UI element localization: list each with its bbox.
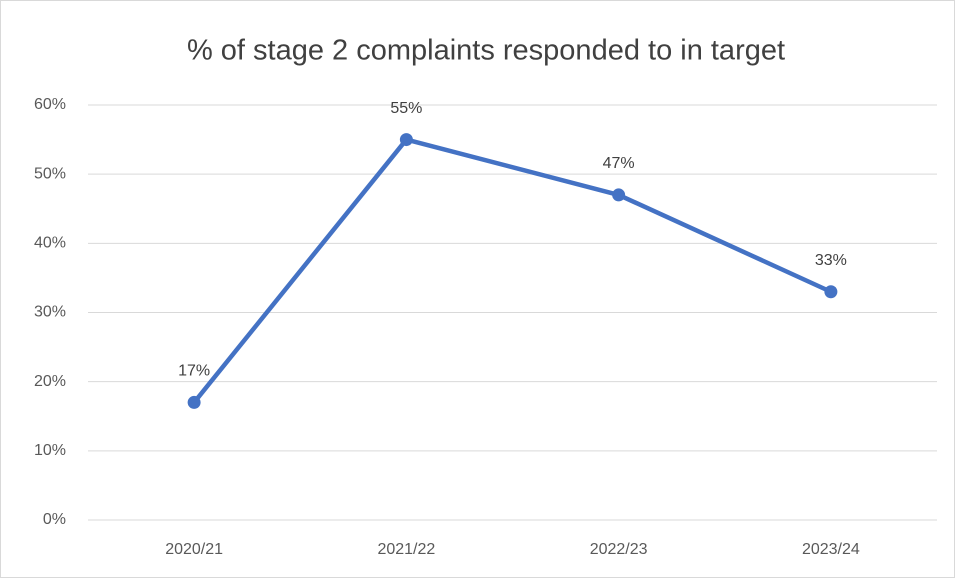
x-tick-label: 2022/23: [590, 541, 648, 558]
y-tick-label: 10%: [34, 442, 66, 459]
x-tick-label: 2023/24: [802, 541, 860, 558]
data-point: [612, 188, 626, 202]
data-point: [187, 395, 201, 409]
data-point: [399, 133, 413, 147]
data-point: [824, 285, 838, 299]
data-label: 17%: [178, 363, 210, 380]
y-tick-label: 0%: [43, 511, 66, 528]
series-line: [191, 137, 834, 405]
y-tick-label: 20%: [34, 373, 66, 390]
data-label: 33%: [815, 252, 847, 269]
y-tick-label: 30%: [34, 304, 66, 321]
y-tick-label: 40%: [34, 235, 66, 252]
chart-title: % of stage 2 complaints responded to in …: [187, 35, 785, 67]
x-tick-label: 2021/22: [377, 541, 435, 558]
data-label: 55%: [390, 100, 422, 117]
x-tick-label: 2020/21: [165, 541, 223, 558]
y-tick-label: 50%: [34, 165, 66, 182]
data-label: 47%: [603, 155, 635, 172]
y-tick-label: 60%: [34, 96, 66, 113]
